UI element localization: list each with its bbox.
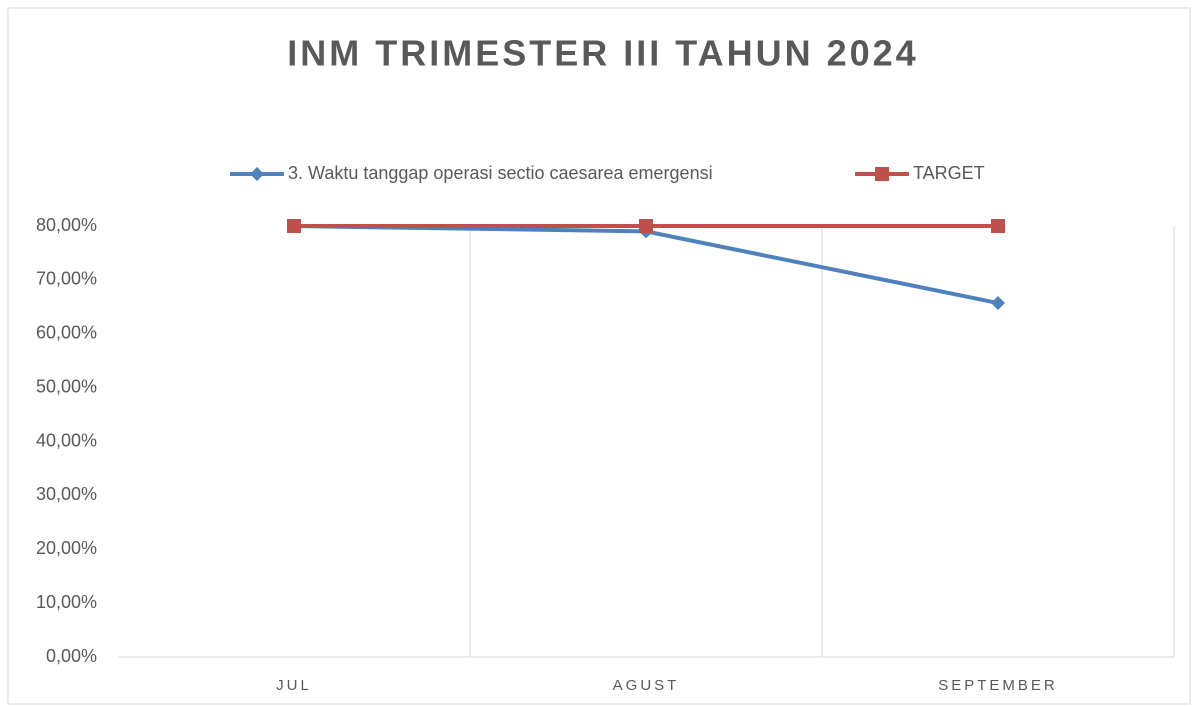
- y-tick-label: 70,00%: [36, 269, 97, 289]
- marker: [639, 219, 653, 233]
- y-tick-label: 40,00%: [36, 430, 97, 450]
- x-tick-label: SEPTEMBER: [938, 677, 1058, 694]
- legend-marker: [875, 167, 889, 181]
- x-tick-label: JUL: [276, 677, 312, 694]
- y-tick-label: 10,00%: [36, 592, 97, 612]
- legend-marker: [250, 167, 264, 181]
- y-tick-label: 80,00%: [36, 215, 97, 235]
- legend-label: TARGET: [913, 163, 985, 183]
- legend-label: 3. Waktu tanggap operasi sectio caesarea…: [288, 163, 713, 183]
- x-tick-label: AGUST: [613, 677, 680, 694]
- y-tick-label: 50,00%: [36, 376, 97, 396]
- marker: [991, 296, 1005, 311]
- y-tick-label: 60,00%: [36, 323, 97, 343]
- chart-title: INM TRIMESTER III TAHUN 2024: [287, 33, 918, 74]
- y-tick-label: 0,00%: [46, 646, 97, 666]
- y-tick-label: 30,00%: [36, 484, 97, 504]
- marker: [991, 219, 1005, 233]
- chart-border: [7, 7, 1191, 705]
- y-tick-label: 20,00%: [36, 538, 97, 558]
- marker: [287, 219, 301, 233]
